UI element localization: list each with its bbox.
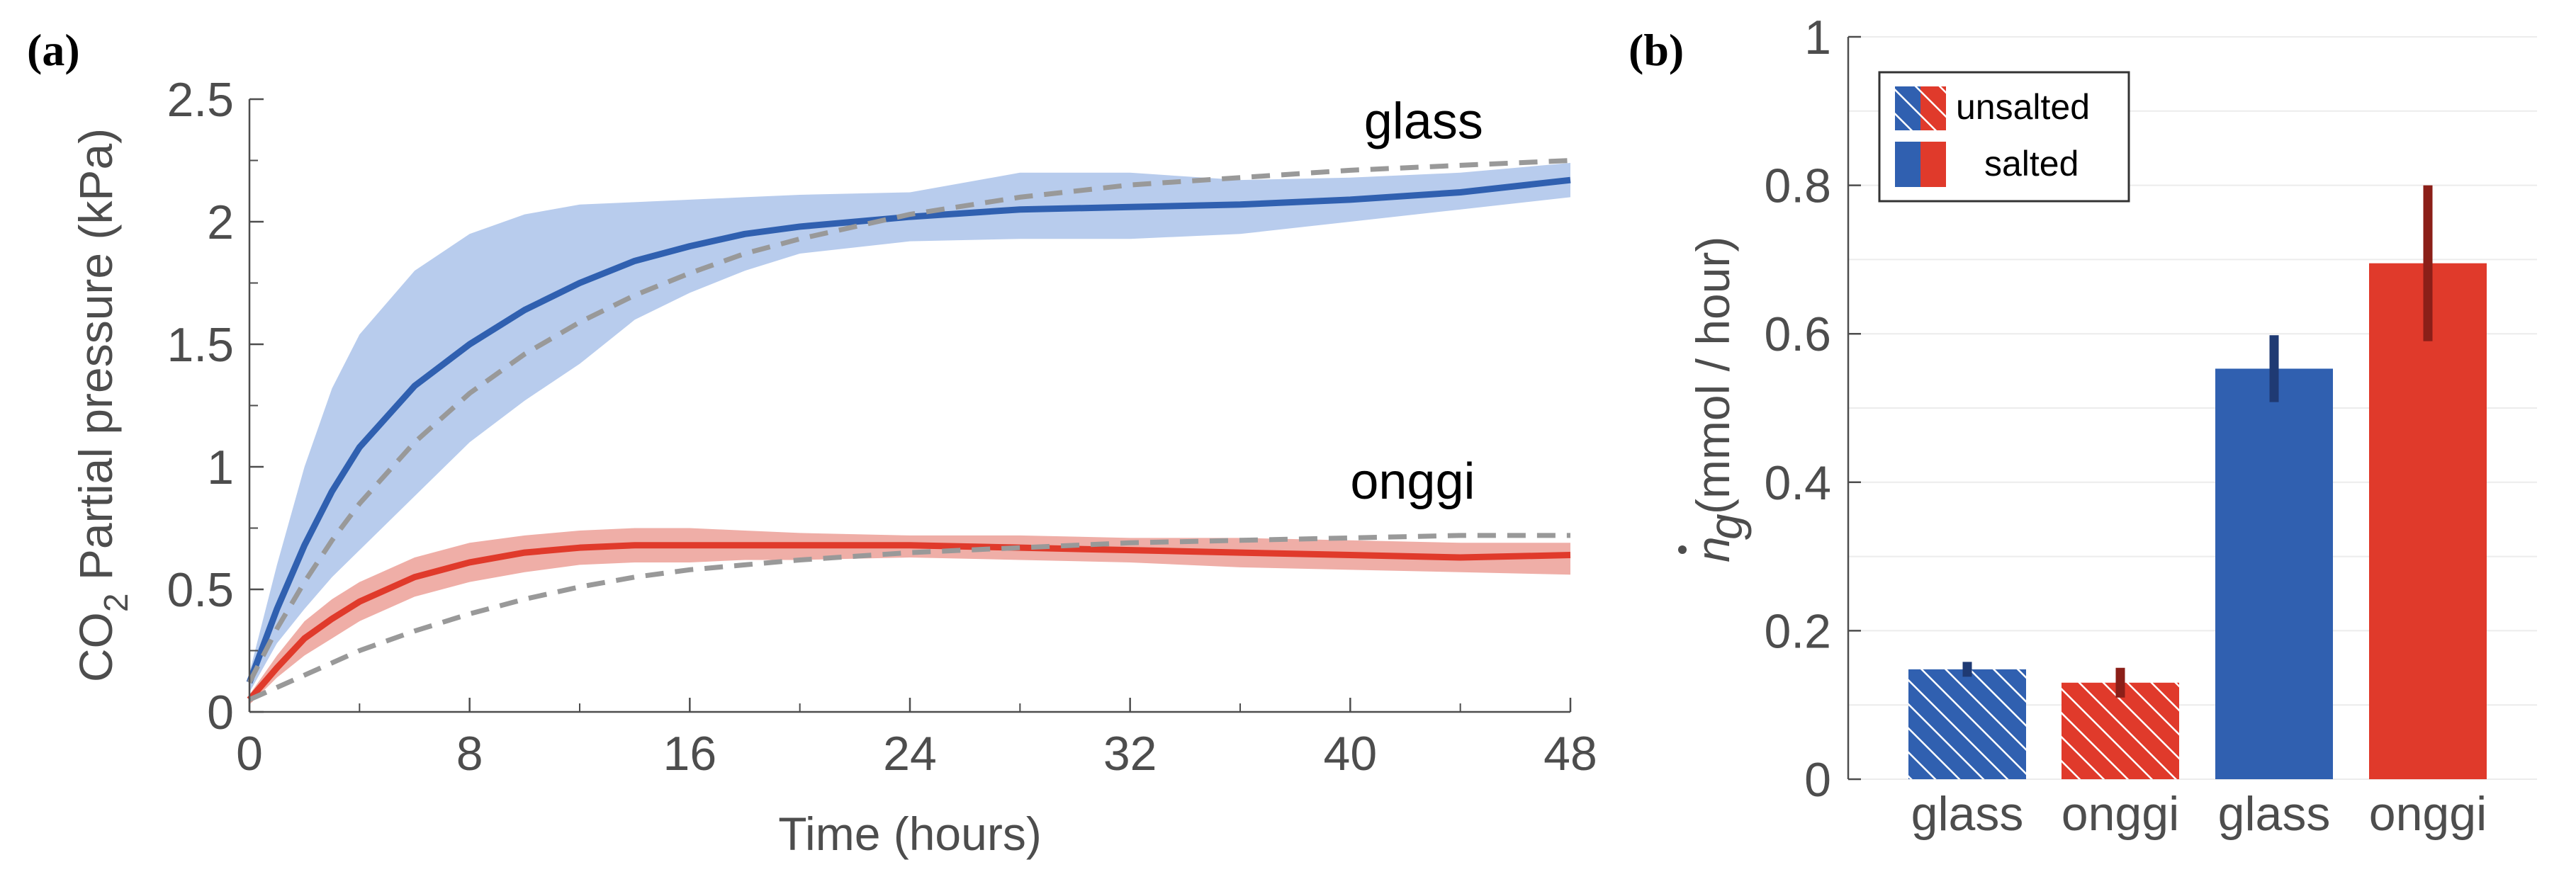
curve-label-onggi: onggi — [1350, 453, 1475, 510]
y-tick-label-b: 0.2 — [1764, 604, 1831, 658]
y-axis-subscript: g — [1699, 514, 1752, 540]
mean-lines — [246, 176, 1571, 702]
y-axis-unit: (mmol / hour) — [1687, 237, 1739, 514]
x-tick-label: 8 — [456, 727, 483, 781]
fit-line-onggi — [248, 533, 1570, 702]
y-tick-label: 2 — [207, 196, 234, 249]
legend-swatch-unsalted-glass — [1895, 86, 1920, 130]
y-tick-label-b: 0 — [1804, 753, 1831, 807]
y-tick-label: 1 — [207, 441, 234, 494]
y-tick-label-b: 0.8 — [1764, 159, 1831, 213]
y-tick-label: 1.5 — [167, 318, 234, 372]
mean-line-glass — [246, 176, 1571, 684]
x-tick-label: 40 — [1324, 727, 1378, 781]
legend-label-unsalted: unsalted — [1956, 87, 2090, 127]
band-onggi — [249, 528, 1570, 705]
y-axis-title: CO2 Partial pressure (kPa) — [69, 128, 135, 682]
fit-lines — [247, 158, 1571, 702]
ticks-b: 0 0.2 0.4 0.6 0.8 1 glass onggi glass onggi — [1764, 11, 2487, 841]
x-tick-label: 16 — [663, 727, 717, 781]
mean-line-onggi — [247, 542, 1571, 702]
curve-label-glass: glass — [1364, 93, 1483, 149]
y-tick-label-b: 1 — [1804, 11, 1831, 64]
y-tick-label-b: 0.4 — [1764, 456, 1831, 510]
y-axis-title-b: n g (mmol / hour) — [1678, 237, 1752, 562]
y-axis-symbol: n — [1687, 536, 1739, 562]
y-tick-label: 0.5 — [167, 563, 234, 617]
x-category-label: glass — [2218, 787, 2331, 841]
legend-swatch-salted-onggi — [1920, 142, 1946, 187]
x-tick-label: 32 — [1103, 727, 1157, 781]
x-tick-label: 0 — [236, 727, 263, 781]
bars — [1908, 263, 2487, 779]
x-category-label: glass — [1911, 787, 2024, 841]
panel-b-label: (b) — [1629, 25, 1684, 75]
x-category-label: onggi — [2062, 787, 2179, 841]
y-tick-label: 2.5 — [167, 73, 234, 127]
x-tick-label: 48 — [1543, 727, 1597, 781]
bar-chart-rate: 0 0.2 0.4 0.6 0.8 1 glass onggi glass onggi n g (… — [1678, 11, 2537, 841]
curve-labels: glass onggi — [1350, 93, 1483, 510]
ticks-a: 0 8 16 24 32 40 48 0 0.5 1 1.5 2 2.5 — [167, 73, 1597, 781]
y-tick-label: 0 — [207, 686, 234, 740]
line-chart-co2: 0 8 16 24 32 40 48 0 0.5 1 1.5 2 2.5 Time (hours) CO… — [69, 73, 1597, 860]
rate-dot — [1678, 545, 1687, 554]
bar-unsalted-onggi — [2062, 682, 2179, 779]
bar-unsalted-glass — [1908, 669, 2026, 779]
band-glass — [249, 162, 1570, 693]
panel-a-label: (a) — [27, 25, 80, 75]
legend: unsalted salted — [1878, 71, 2130, 203]
legend-swatch-unsalted-onggi — [1920, 86, 1946, 130]
x-axis-title: Time (hours) — [778, 808, 1042, 860]
confidence-bands — [249, 162, 1570, 705]
legend-label-salted: salted — [1984, 144, 2079, 183]
x-category-label: onggi — [2369, 787, 2487, 841]
bar-salted-onggi — [2369, 263, 2487, 779]
bar-salted-glass — [2215, 368, 2333, 779]
y-tick-label-b: 0.6 — [1764, 307, 1831, 361]
error-bars — [1962, 185, 2433, 698]
x-tick-label: 24 — [883, 727, 937, 781]
legend-swatch-salted-glass — [1895, 142, 1920, 187]
